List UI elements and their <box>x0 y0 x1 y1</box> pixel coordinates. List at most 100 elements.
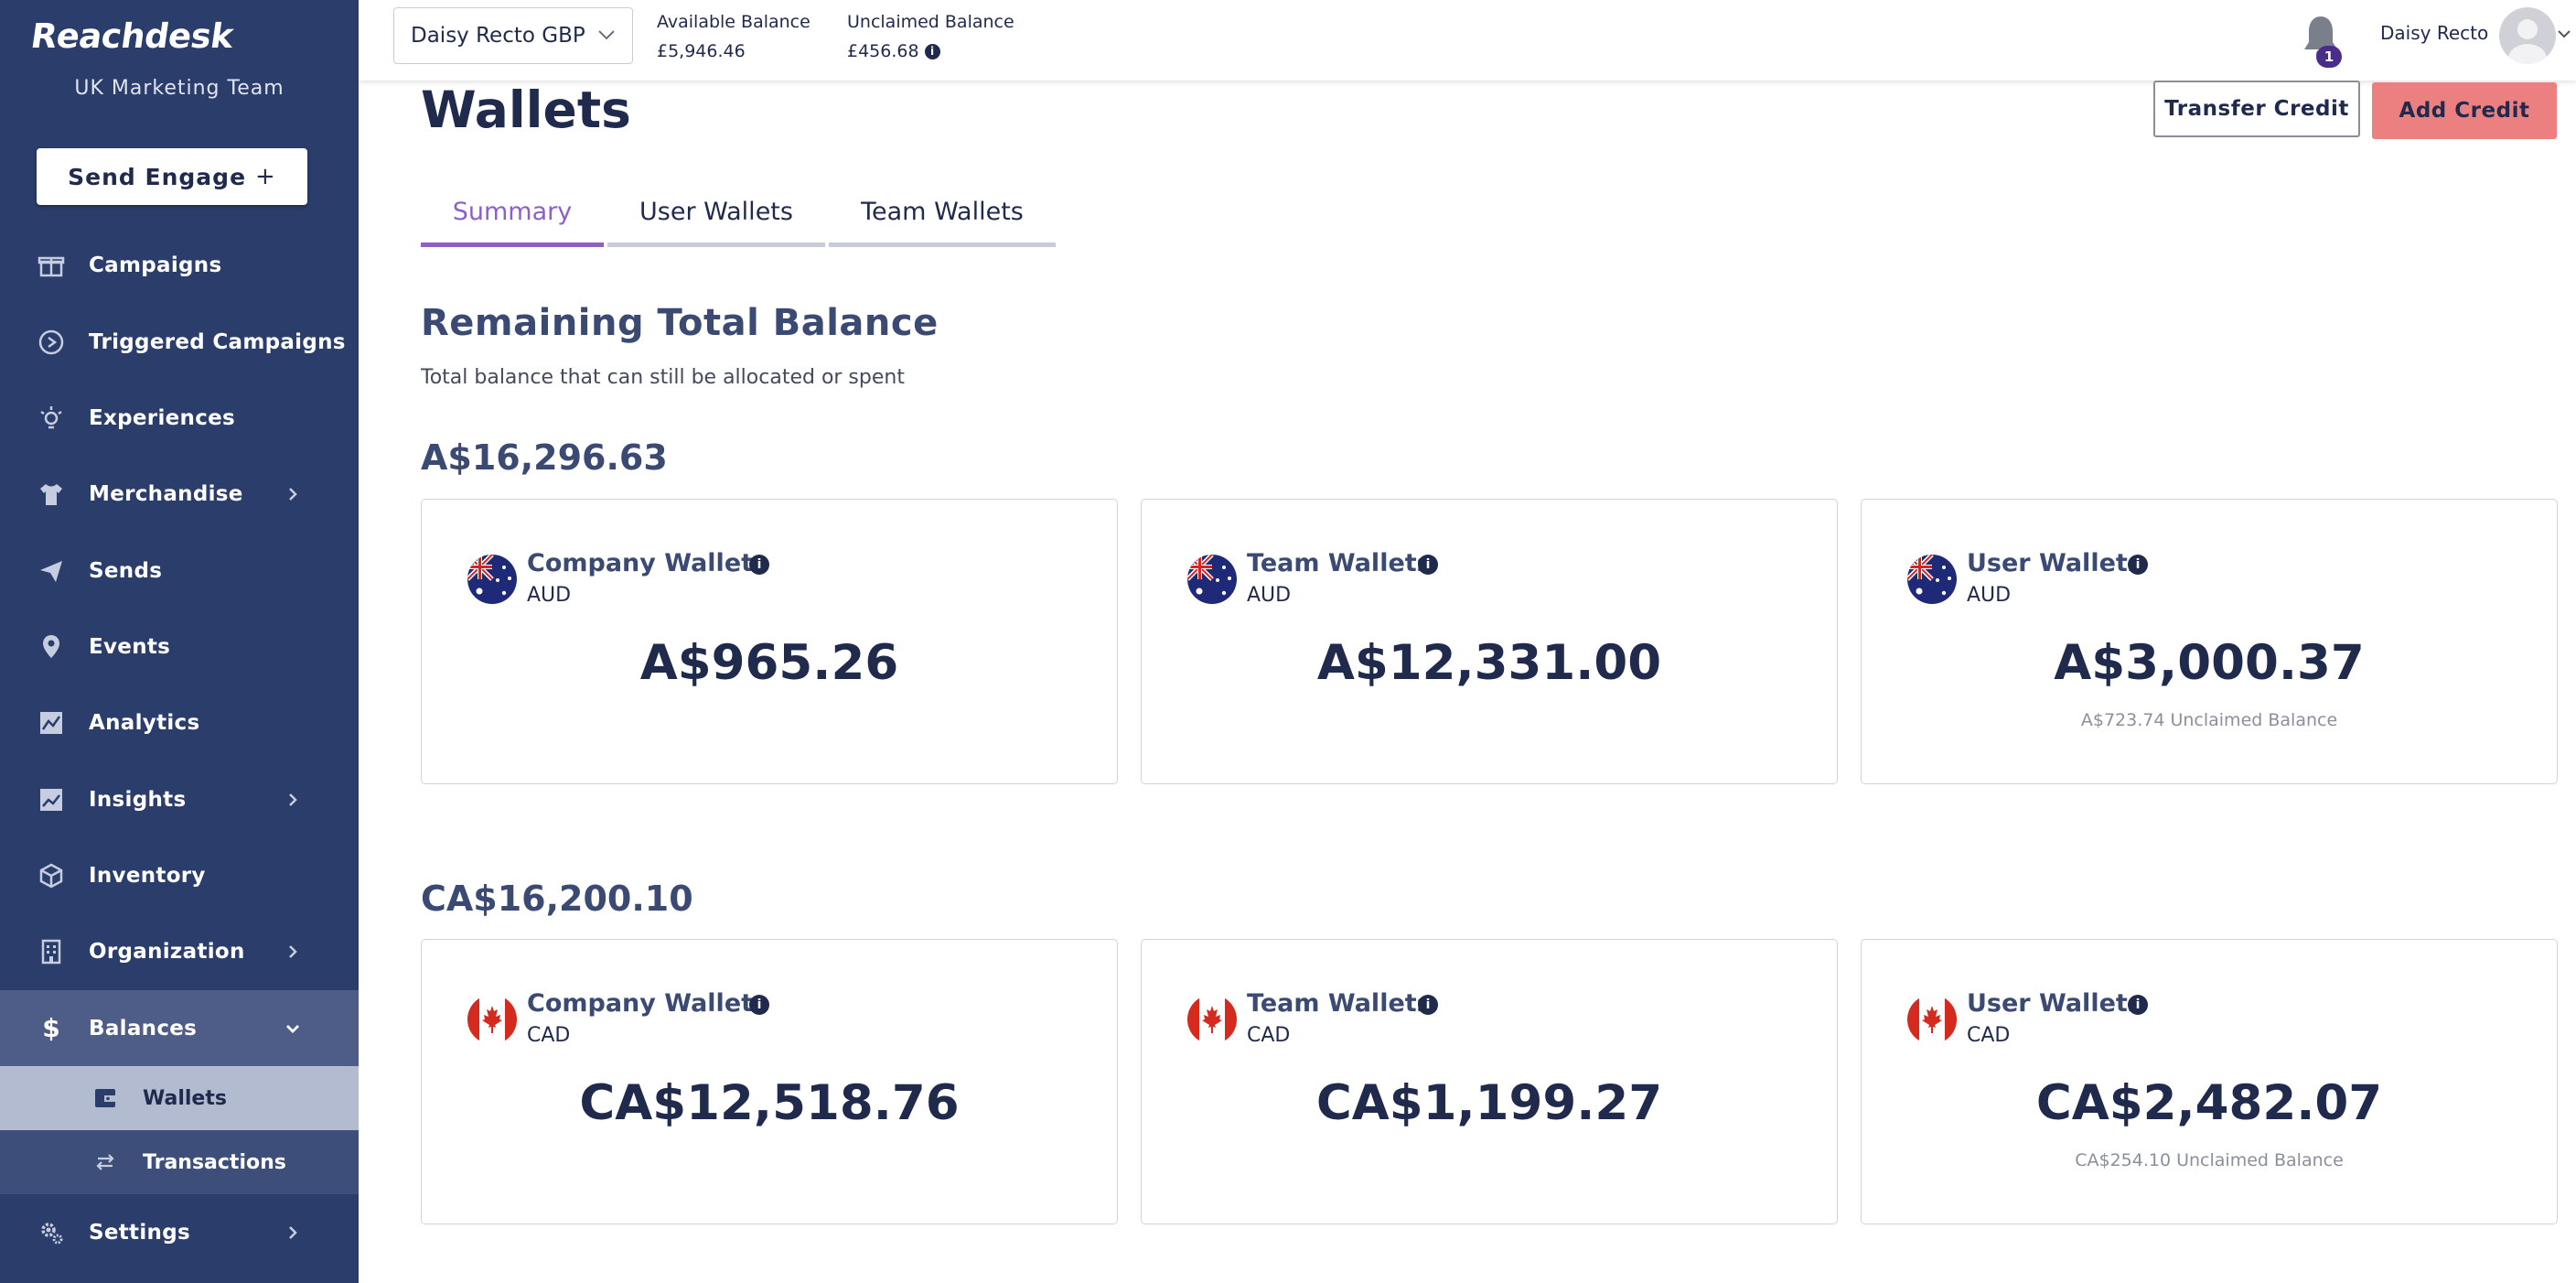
sidebar-item-campaigns[interactable]: Campaigns <box>0 227 359 303</box>
wallet-card-company-aud[interactable]: Company Wallets i AUD A$965.26 <box>421 499 1118 784</box>
sidebar-item-balances[interactable]: $ Balances <box>0 990 359 1066</box>
sidebar-item-label: Inventory <box>89 863 206 888</box>
wallet-card-title: Team Wallets <box>1247 549 1432 577</box>
wallet-card-amount: A$3,000.37 <box>2054 635 2365 691</box>
wallet-card-amount: CA$12,518.76 <box>579 1075 960 1131</box>
wallet-card-currency: AUD <box>1247 584 1292 607</box>
add-credit-button[interactable]: Add Credit <box>2372 82 2557 139</box>
account-select[interactable]: Daisy Recto GBP <box>393 7 633 64</box>
chevron-right-icon <box>289 792 297 806</box>
sidebar-item-label: Transactions <box>143 1150 286 1174</box>
wallet-card-currency: CAD <box>1967 1024 2011 1047</box>
unclaimed-balance-value: £456.68 <box>847 41 919 61</box>
lightbulb-icon <box>37 404 66 433</box>
wallet-card-title: Company Wallets <box>527 989 768 1018</box>
group-total-cad: CA$16,200.10 <box>421 879 693 919</box>
sidebar-item-settings[interactable]: Settings <box>0 1194 359 1270</box>
info-icon[interactable]: i <box>924 44 940 59</box>
tshirt-icon <box>37 480 66 509</box>
info-icon[interactable]: i <box>749 995 769 1015</box>
tab-label: Team Wallets <box>861 198 1024 226</box>
wallet-card-user-cad[interactable]: User Wallets i CAD CA$2,482.07 CA$254.10… <box>1861 939 2558 1224</box>
sidebar-item-analytics[interactable]: Analytics <box>0 685 359 760</box>
chevron-down-icon[interactable] <box>2558 29 2571 38</box>
dollar-icon: $ <box>42 1013 60 1043</box>
location-pin-icon <box>37 632 66 662</box>
tab-indicator <box>607 243 825 247</box>
tab-indicator <box>829 243 1056 247</box>
page-title: Wallets <box>421 81 631 139</box>
user-name[interactable]: Daisy Recto <box>2380 22 2489 44</box>
tab-label: Summary <box>452 198 573 226</box>
australia-flag-icon <box>467 555 517 604</box>
team-name: UK Marketing Team <box>74 77 284 100</box>
chevron-right-icon <box>289 944 297 958</box>
wallet-card-team-cad[interactable]: Team Wallets i CAD CA$1,199.27 <box>1141 939 1838 1224</box>
tab-label: User Wallets <box>639 198 793 226</box>
sidebar-item-transactions[interactable]: Transactions <box>0 1130 359 1194</box>
sidebar-item-label: Wallets <box>143 1086 227 1110</box>
wallet-card-currency: CAD <box>527 1024 571 1047</box>
send-engage-label: Send Engage <box>68 163 247 190</box>
top-bar: Daisy Recto GBP Available Balance £5,946… <box>359 0 2576 81</box>
sidebar-item-organization[interactable]: Organization <box>0 913 359 989</box>
plus-icon: + <box>255 163 276 190</box>
tab-team-wallets[interactable]: Team Wallets <box>829 192 1056 247</box>
wallet-card-amount: CA$2,482.07 <box>2035 1075 2383 1131</box>
wallet-card-currency: AUD <box>1967 584 2012 607</box>
chart-icon <box>37 708 66 738</box>
wallet-card-title: User Wallets <box>1967 989 2142 1018</box>
wallet-card-title: User Wallets <box>1967 549 2142 577</box>
australia-flag-icon <box>1187 555 1237 604</box>
sidebar-item-label: Merchandise <box>89 481 243 506</box>
wallet-icon <box>91 1084 119 1112</box>
sidebar-item-merchandise[interactable]: Merchandise <box>0 456 359 532</box>
sidebar-item-events[interactable]: Events <box>0 609 359 685</box>
wallet-card-amount: CA$1,199.27 <box>1315 1075 1663 1131</box>
group-total-aud: A$16,296.63 <box>421 437 668 478</box>
send-engage-button[interactable]: Send Engage + <box>37 148 307 205</box>
avatar[interactable] <box>2499 7 2556 64</box>
wallet-card-company-cad[interactable]: Company Wallets i CAD CA$12,518.76 <box>421 939 1118 1224</box>
sidebar-item-label: Insights <box>89 787 187 812</box>
sidebar-item-experiences[interactable]: Experiences <box>0 380 359 456</box>
available-balance: Available Balance £5,946.46 <box>657 7 810 66</box>
info-icon[interactable]: i <box>2128 995 2148 1015</box>
sidebar-item-insights[interactable]: Insights <box>0 761 359 837</box>
tab-user-wallets[interactable]: User Wallets <box>607 192 825 247</box>
canada-flag-icon <box>467 995 517 1044</box>
info-icon[interactable]: i <box>749 555 769 575</box>
wallet-card-team-aud[interactable]: Team Wallets i AUD A$12,331.00 <box>1141 499 1838 784</box>
sidebar-item-label: Sends <box>89 558 163 583</box>
gear-icon <box>37 1218 66 1247</box>
wallet-card-title: Team Wallets <box>1247 989 1432 1018</box>
available-balance-value: £5,946.46 <box>657 41 746 61</box>
wallet-card-currency: CAD <box>1247 1024 1291 1047</box>
canada-flag-icon <box>1187 995 1237 1044</box>
wallet-card-amount: A$965.26 <box>639 635 899 691</box>
wallet-card-title: Company Wallets <box>527 549 768 577</box>
unclaimed-balance: Unclaimed Balance £456.68 i <box>847 7 1014 66</box>
unclaimed-balance-label: Unclaimed Balance <box>847 12 1014 32</box>
wallet-card-user-aud[interactable]: User Wallets i AUD A$3,000.37 A$723.74 U… <box>1861 499 2558 784</box>
chevron-right-icon <box>289 487 297 501</box>
tab-indicator <box>421 243 604 247</box>
info-icon[interactable]: i <box>1418 555 1438 575</box>
chevron-down-icon <box>286 1024 299 1033</box>
sidebar-item-triggered-campaigns[interactable]: Triggered Campaigns <box>0 304 359 380</box>
transfer-credit-button[interactable]: Transfer Credit <box>2153 81 2360 137</box>
chevron-down-icon <box>598 30 615 40</box>
sidebar-item-sends[interactable]: Sends <box>0 533 359 609</box>
available-balance-label: Available Balance <box>657 12 810 32</box>
tab-summary[interactable]: Summary <box>421 192 604 247</box>
wallet-card-amount: A$12,331.00 <box>1316 635 1662 691</box>
sidebar-item-wallets[interactable]: Wallets <box>0 1066 359 1130</box>
account-select-value: Daisy Recto GBP <box>411 24 585 48</box>
paper-plane-icon <box>37 556 66 586</box>
sidebar-item-label: Organization <box>89 939 245 964</box>
section-subtitle: Total balance that can still be allocate… <box>421 366 905 389</box>
info-icon[interactable]: i <box>1418 995 1438 1015</box>
reachdesk-logo[interactable]: Reachdesk <box>27 16 236 56</box>
sidebar-item-inventory[interactable]: Inventory <box>0 837 359 913</box>
info-icon[interactable]: i <box>2128 555 2148 575</box>
